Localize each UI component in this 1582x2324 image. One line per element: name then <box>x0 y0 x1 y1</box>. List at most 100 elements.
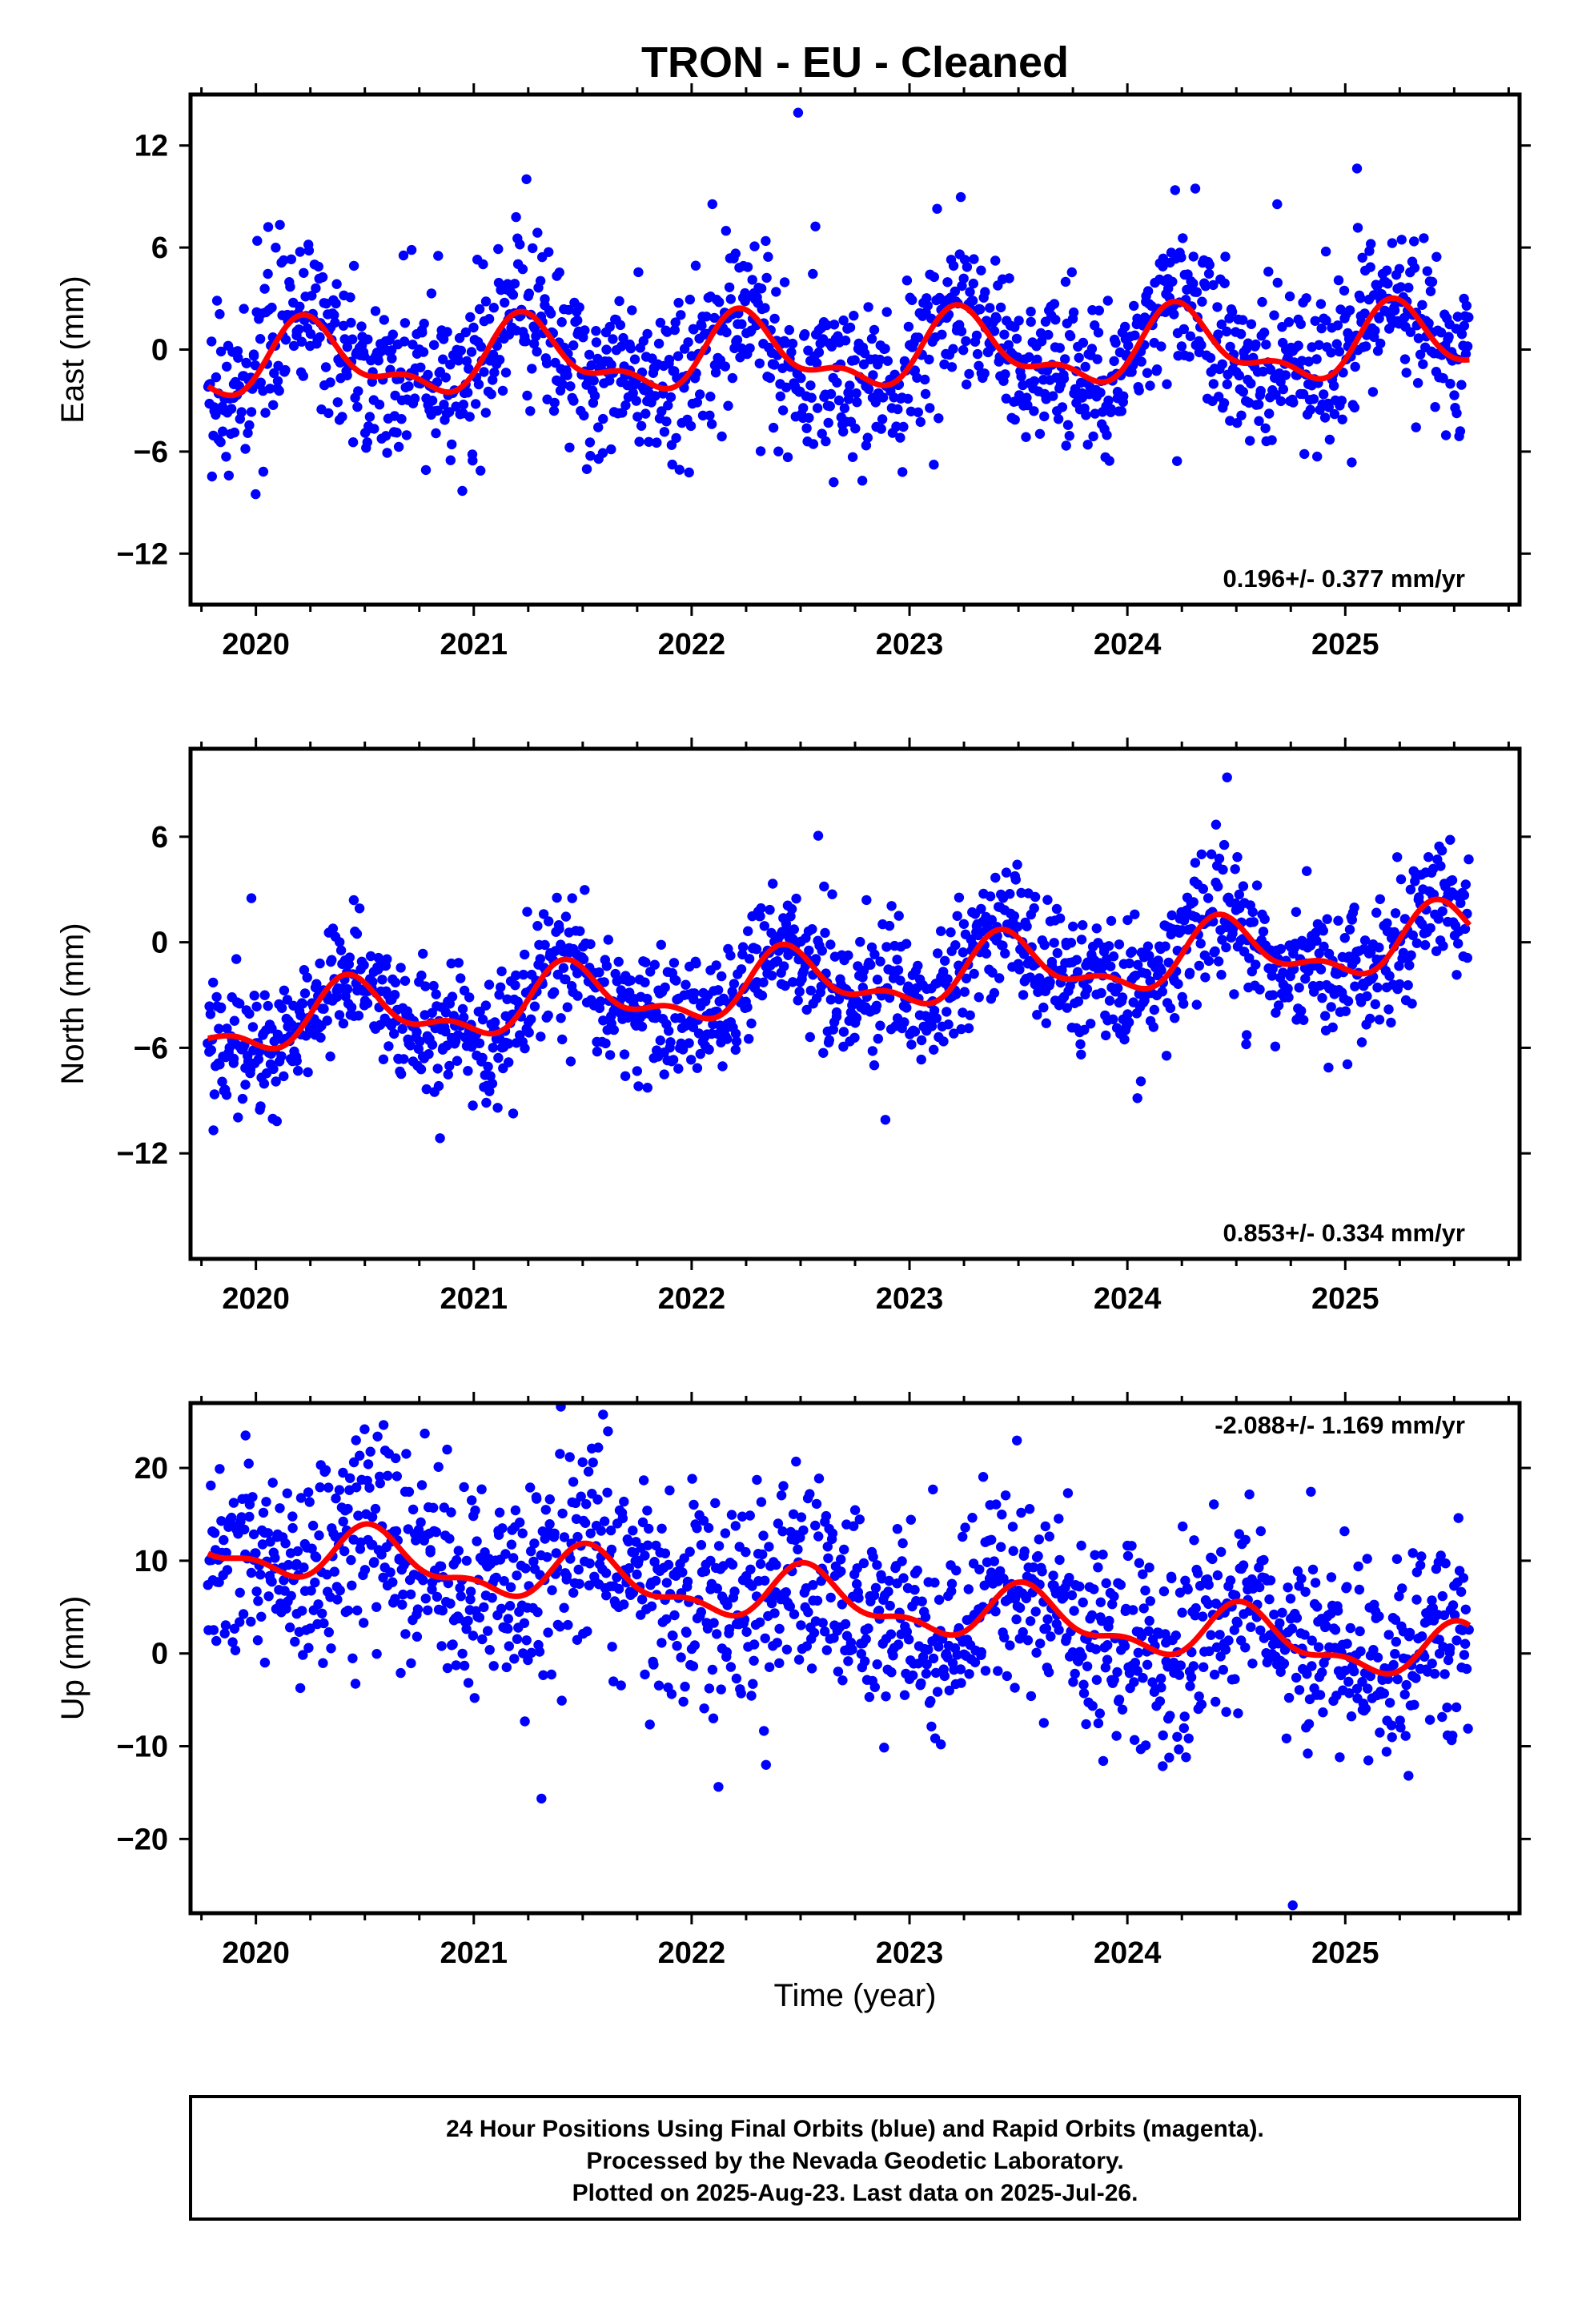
data-point <box>433 1080 444 1092</box>
data-point <box>908 1670 918 1681</box>
data-point <box>1353 1561 1363 1572</box>
data-point <box>689 988 700 999</box>
data-point <box>1094 305 1105 316</box>
data-point <box>1062 1003 1073 1013</box>
data-point <box>1302 866 1312 876</box>
data-point <box>736 1688 746 1699</box>
data-point <box>1005 1640 1015 1651</box>
data-point <box>1082 440 1093 450</box>
data-point <box>222 1023 232 1034</box>
data-point <box>1004 273 1014 283</box>
data-point <box>492 1103 503 1113</box>
data-point <box>1196 340 1207 351</box>
data-point <box>1350 361 1360 372</box>
data-point <box>757 1549 768 1560</box>
data-point <box>1452 408 1462 419</box>
data-point <box>1002 1671 1013 1682</box>
data-point <box>1035 1638 1046 1649</box>
data-point <box>1044 1531 1055 1542</box>
data-point <box>291 1055 302 1067</box>
data-point <box>1345 1622 1356 1634</box>
data-point <box>406 244 417 255</box>
data-point <box>303 1642 314 1653</box>
data-point <box>456 345 466 356</box>
data-point <box>745 1510 755 1521</box>
data-point <box>412 1631 423 1642</box>
data-point <box>849 1032 860 1043</box>
data-point <box>486 389 496 400</box>
data-point <box>1194 1691 1204 1702</box>
data-point <box>271 1116 282 1127</box>
data-point <box>1038 1718 1050 1728</box>
data-point <box>929 460 939 470</box>
data-point <box>852 397 862 408</box>
data-point <box>282 1488 292 1498</box>
data-point <box>873 1033 884 1044</box>
data-point <box>565 1554 576 1564</box>
rate-label: 0.853+/- 0.334 mm/yr <box>1223 1219 1465 1247</box>
data-point <box>1196 849 1207 860</box>
data-point <box>665 392 677 403</box>
data-point <box>1318 1707 1328 1718</box>
data-point <box>485 1071 496 1081</box>
data-point <box>253 1054 264 1064</box>
data-point <box>1440 430 1452 440</box>
x-tick-label: 2023 <box>876 1936 944 1970</box>
data-point <box>1417 300 1427 310</box>
data-point <box>642 993 652 1004</box>
data-point <box>796 372 806 384</box>
data-point <box>784 324 794 336</box>
data-point <box>837 1675 848 1686</box>
data-point <box>801 423 812 433</box>
data-point <box>1225 341 1235 352</box>
data-point <box>730 248 741 259</box>
data-point <box>442 1040 452 1051</box>
fit-line <box>207 1521 1472 1677</box>
data-point <box>1090 1644 1102 1655</box>
data-point <box>311 1552 322 1562</box>
data-point <box>542 1552 552 1562</box>
data-point <box>1312 451 1323 462</box>
data-point <box>1025 1616 1036 1626</box>
data-point <box>995 302 1006 313</box>
data-point <box>755 1617 765 1628</box>
data-point <box>695 1048 705 1059</box>
data-point <box>1427 276 1438 287</box>
data-point <box>836 1566 846 1577</box>
data-point <box>976 903 986 915</box>
data-point <box>391 428 402 438</box>
data-point <box>807 924 817 935</box>
data-point <box>1240 1534 1251 1546</box>
data-point <box>1382 265 1392 275</box>
data-point <box>1456 380 1467 390</box>
data-point <box>564 442 575 452</box>
data-point <box>1012 1435 1022 1446</box>
data-point <box>348 895 359 906</box>
data-point <box>460 327 471 338</box>
data-point <box>1208 279 1219 291</box>
data-point <box>1291 907 1302 918</box>
data-point <box>540 294 550 304</box>
data-point <box>608 1024 619 1035</box>
data-point <box>1439 1669 1450 1679</box>
data-point <box>769 1608 780 1618</box>
data-point <box>1145 1596 1156 1606</box>
data-point <box>592 1494 603 1505</box>
data-point <box>622 380 632 391</box>
data-point <box>540 1505 551 1515</box>
data-point <box>215 436 226 448</box>
data-point <box>789 1609 800 1619</box>
data-point <box>1300 974 1311 984</box>
data-point <box>549 1528 560 1539</box>
data-point <box>1216 970 1227 980</box>
data-point <box>577 1457 588 1468</box>
data-point <box>1238 881 1249 891</box>
data-point <box>1200 281 1211 292</box>
data-point <box>803 345 813 356</box>
data-point <box>1016 1507 1026 1518</box>
data-point <box>572 1634 583 1645</box>
data-point <box>812 1595 823 1606</box>
data-point <box>484 314 495 324</box>
